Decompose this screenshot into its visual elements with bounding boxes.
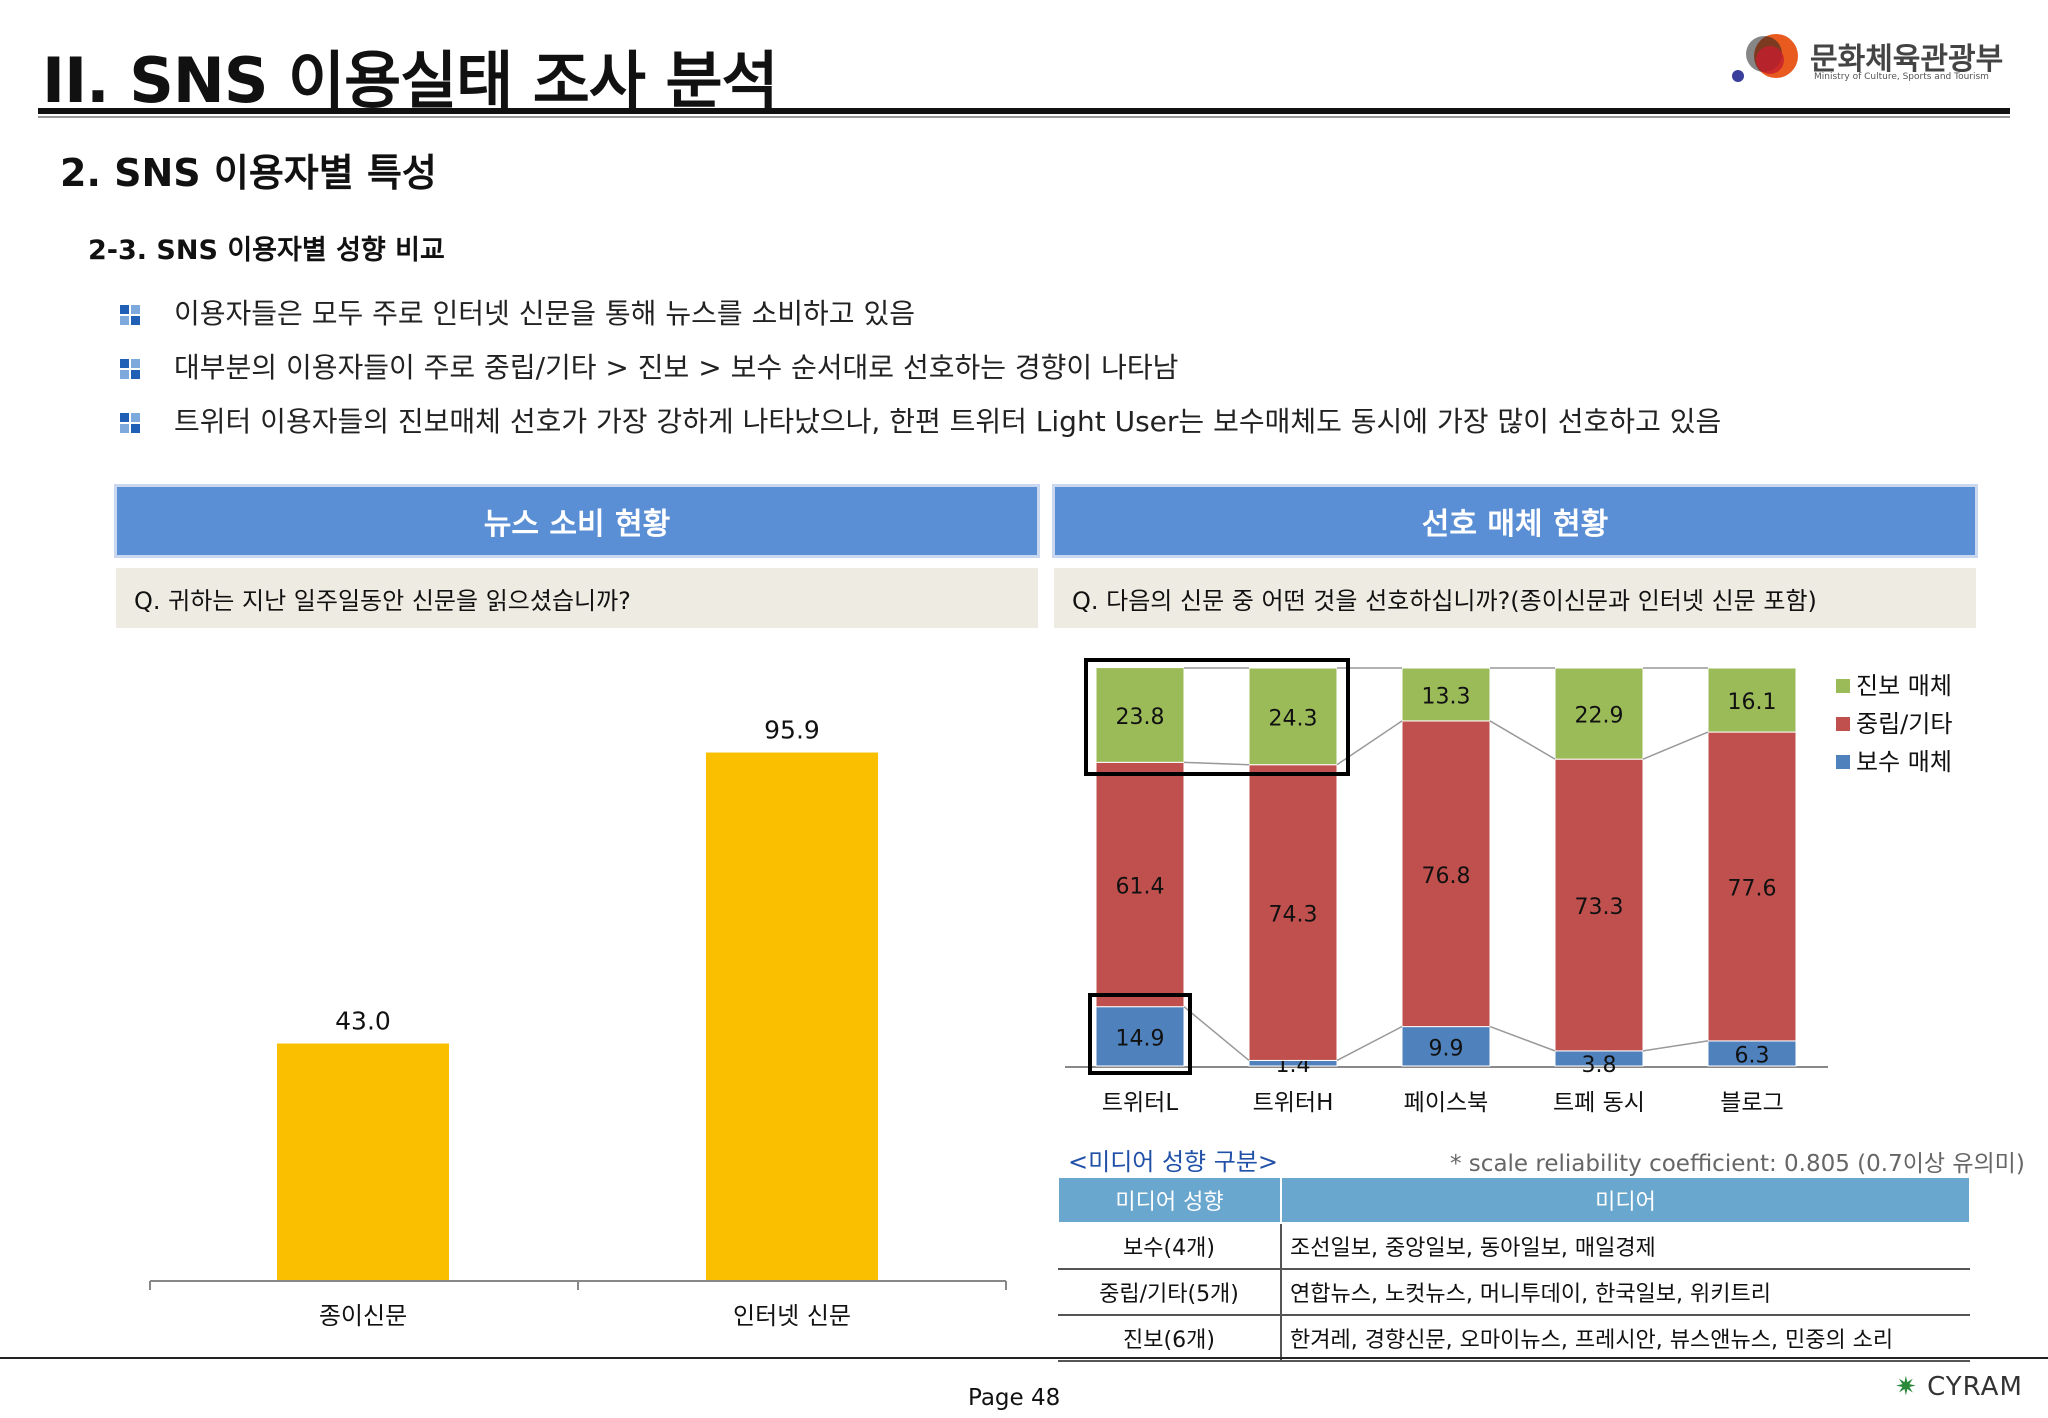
ministry-name: 문화체육관광부 — [1810, 42, 2004, 77]
ministry-logo-icon — [1732, 34, 1798, 82]
table-header: 미디어 — [1280, 1176, 1971, 1224]
cyram-star-icon: ✷ — [1895, 1372, 1918, 1402]
highlight-box — [1084, 658, 1350, 776]
bullet-square-icon — [120, 359, 140, 379]
highlight-box — [1088, 993, 1192, 1075]
news-consumption-chart: 43.0 종이신문 95.9 인터넷 신문 — [149, 716, 1007, 1330]
stacked-bar-segment — [1554, 667, 1644, 760]
news-consumption-question: Q. 귀하는 지난 일주일동안 신문을 읽으셨습니까? — [116, 568, 1038, 628]
bullet-text: 트위터 이용자들의 진보매체 선호가 가장 강하게 나타났으나, 한편 트위터 … — [174, 405, 1722, 438]
series-connector-line — [1489, 1025, 1556, 1052]
table-cell: 한겨레, 경향신문, 오마이뉴스, 프레시안, 뷰스앤뉴스, 민중의 소리 — [1281, 1315, 1970, 1362]
stacked-bar-segment — [1401, 667, 1491, 722]
series-connector-line — [1336, 1025, 1403, 1062]
bullet-text: 이용자들은 모두 주로 인터넷 신문을 통해 뉴스를 소비하고 있음 — [174, 297, 915, 330]
bar — [706, 752, 878, 1280]
table-cell: 연합뉴스, 노컷뉴스, 머니투데이, 한국일보, 위키트리 — [1281, 1269, 1970, 1316]
segment-value-label: 9.9 — [1429, 1036, 1464, 1061]
stacked-bar-segment — [1248, 667, 1338, 766]
media-classification-table: 미디어 성향 미디어 보수(4개) 조선일보, 중앙일보, 동아일보, 매일경제… — [1057, 1176, 1971, 1362]
stacked-bar-segment — [1401, 720, 1491, 1028]
segment-value-label: 23.8 — [1116, 705, 1165, 730]
footer-divider — [0, 1357, 2048, 1359]
series-connector-line — [1642, 731, 1709, 760]
page-number: Page 48 — [968, 1385, 1061, 1411]
segment-value-label: 73.3 — [1575, 895, 1624, 920]
series-connector-line — [1489, 720, 1556, 760]
bullet-square-icon — [120, 305, 140, 325]
table-header: 미디어 성향 — [1057, 1176, 1282, 1224]
x-tick-label: 트페 동시 — [1553, 1090, 1645, 1116]
brand-logo: ✷ CYRAM — [1895, 1372, 2023, 1402]
series-connector-line — [1183, 1006, 1250, 1062]
segment-value-label: 77.6 — [1728, 877, 1777, 902]
legend-label: 중립/기타 — [1856, 710, 1953, 738]
bullet-item: 대부분의 이용자들이 주로 중립/기타 > 진보 > 보수 순서대로 선호하는 … — [120, 346, 1178, 386]
ministry-english-name: Ministry of Culture, Sports and Tourism — [1814, 72, 1989, 82]
preferred-media-question: Q. 다음의 신문 중 어떤 것을 선호하십니까?(종이신문과 인터넷 신문 포… — [1054, 568, 1976, 628]
title-divider — [38, 108, 2010, 114]
x-tick-label: 트위터L — [1102, 1090, 1178, 1116]
table-row: 보수(4개) 조선일보, 중앙일보, 동아일보, 매일경제 — [1058, 1223, 1970, 1270]
bullet-text: 대부분의 이용자들이 주로 중립/기타 > 진보 > 보수 순서대로 선호하는 … — [174, 351, 1179, 384]
table-cell: 중립/기타(5개) — [1058, 1269, 1282, 1316]
x-tick-label: 블로그 — [1720, 1090, 1783, 1116]
bullet-square-icon — [120, 413, 140, 433]
preferred-media-chart: 14.961.423.8트위터L1.474.324.3트위터H9.976.813… — [1065, 658, 1828, 1116]
legend-swatch — [1836, 755, 1850, 769]
segment-value-label: 14.9 — [1116, 1026, 1165, 1051]
table-cell: 보수(4개) — [1058, 1223, 1282, 1270]
legend-item-progressive: 진보 매체 — [1836, 666, 1952, 701]
stacked-bar-segment — [1095, 667, 1185, 763]
page-title: II. SNS 이용실태 조사 분석 — [42, 44, 779, 117]
segment-value-label: 6.3 — [1735, 1043, 1770, 1068]
x-tick-label: 인터넷 신문 — [733, 1302, 851, 1330]
subsection-title: 2-3. SNS 이용자별 성향 비교 — [88, 235, 445, 266]
table-row: 진보(6개) 한겨레, 경향신문, 오마이뉴스, 프레시안, 뷰스앤뉴스, 민중… — [1058, 1315, 1970, 1362]
reliability-note: * scale reliability coefficient: 0.805 (… — [1450, 1151, 2025, 1177]
brand-name: CYRAM — [1927, 1372, 2023, 1402]
segment-value-label: 61.4 — [1116, 875, 1165, 900]
section-title: 2. SNS 이용자별 특성 — [60, 151, 437, 195]
stacked-bar-segment — [1707, 731, 1797, 1042]
legend-label: 진보 매체 — [1856, 672, 1952, 700]
stacked-bar-segment — [1401, 1026, 1491, 1067]
bar-value-label: 43.0 — [335, 1007, 391, 1036]
news-consumption-heading: 뉴스 소비 현황 — [114, 484, 1040, 558]
legend-swatch — [1836, 717, 1850, 731]
segment-value-label: 76.8 — [1422, 864, 1471, 889]
bullet-item: 트위터 이용자들의 진보매체 선호가 가장 강하게 나타났으나, 한편 트위터 … — [120, 400, 1721, 440]
segment-value-label: 24.3 — [1269, 706, 1318, 731]
segment-value-label: 16.1 — [1728, 690, 1777, 715]
bullet-item: 이용자들은 모두 주로 인터넷 신문을 통해 뉴스를 소비하고 있음 — [120, 292, 915, 332]
x-tick-label: 페이스북 — [1404, 1090, 1489, 1116]
legend-label: 보수 매체 — [1856, 748, 1952, 776]
segment-value-label: 74.3 — [1269, 903, 1318, 928]
x-tick-label: 종이신문 — [319, 1302, 407, 1330]
preferred-media-heading: 선호 매체 현황 — [1052, 484, 1978, 558]
stacked-bar-segment — [1707, 667, 1797, 733]
stacked-bar-segment — [1095, 1006, 1185, 1067]
x-tick-label: 트위터H — [1253, 1090, 1334, 1116]
segment-value-label: 22.9 — [1575, 704, 1624, 729]
stacked-bar-segment — [1707, 1040, 1797, 1067]
table-cell: 조선일보, 중앙일보, 동아일보, 매일경제 — [1281, 1223, 1970, 1270]
legend-swatch — [1836, 679, 1850, 693]
stacked-bar-segment — [1554, 758, 1644, 1052]
title-divider-thin — [38, 116, 2010, 118]
legend-item-conservative: 보수 매체 — [1836, 742, 1952, 777]
legend-item-neutral: 중립/기타 — [1836, 704, 1952, 739]
table-cell: 진보(6개) — [1058, 1315, 1282, 1362]
series-connector-line — [1183, 761, 1250, 766]
series-connector-line — [1642, 1040, 1709, 1052]
bar-value-label: 95.9 — [764, 716, 820, 745]
media-table-caption: <미디어 성향 구분> — [1068, 1148, 1279, 1176]
stacked-bar-segment — [1095, 761, 1185, 1008]
segment-value-label: 3.8 — [1582, 1053, 1617, 1078]
bar — [277, 1043, 449, 1280]
table-header-row: 미디어 성향 미디어 — [1057, 1176, 1971, 1224]
table-row: 중립/기타(5개) 연합뉴스, 노컷뉴스, 머니투데이, 한국일보, 위키트리 — [1058, 1269, 1970, 1316]
segment-value-label: 13.3 — [1422, 684, 1471, 709]
